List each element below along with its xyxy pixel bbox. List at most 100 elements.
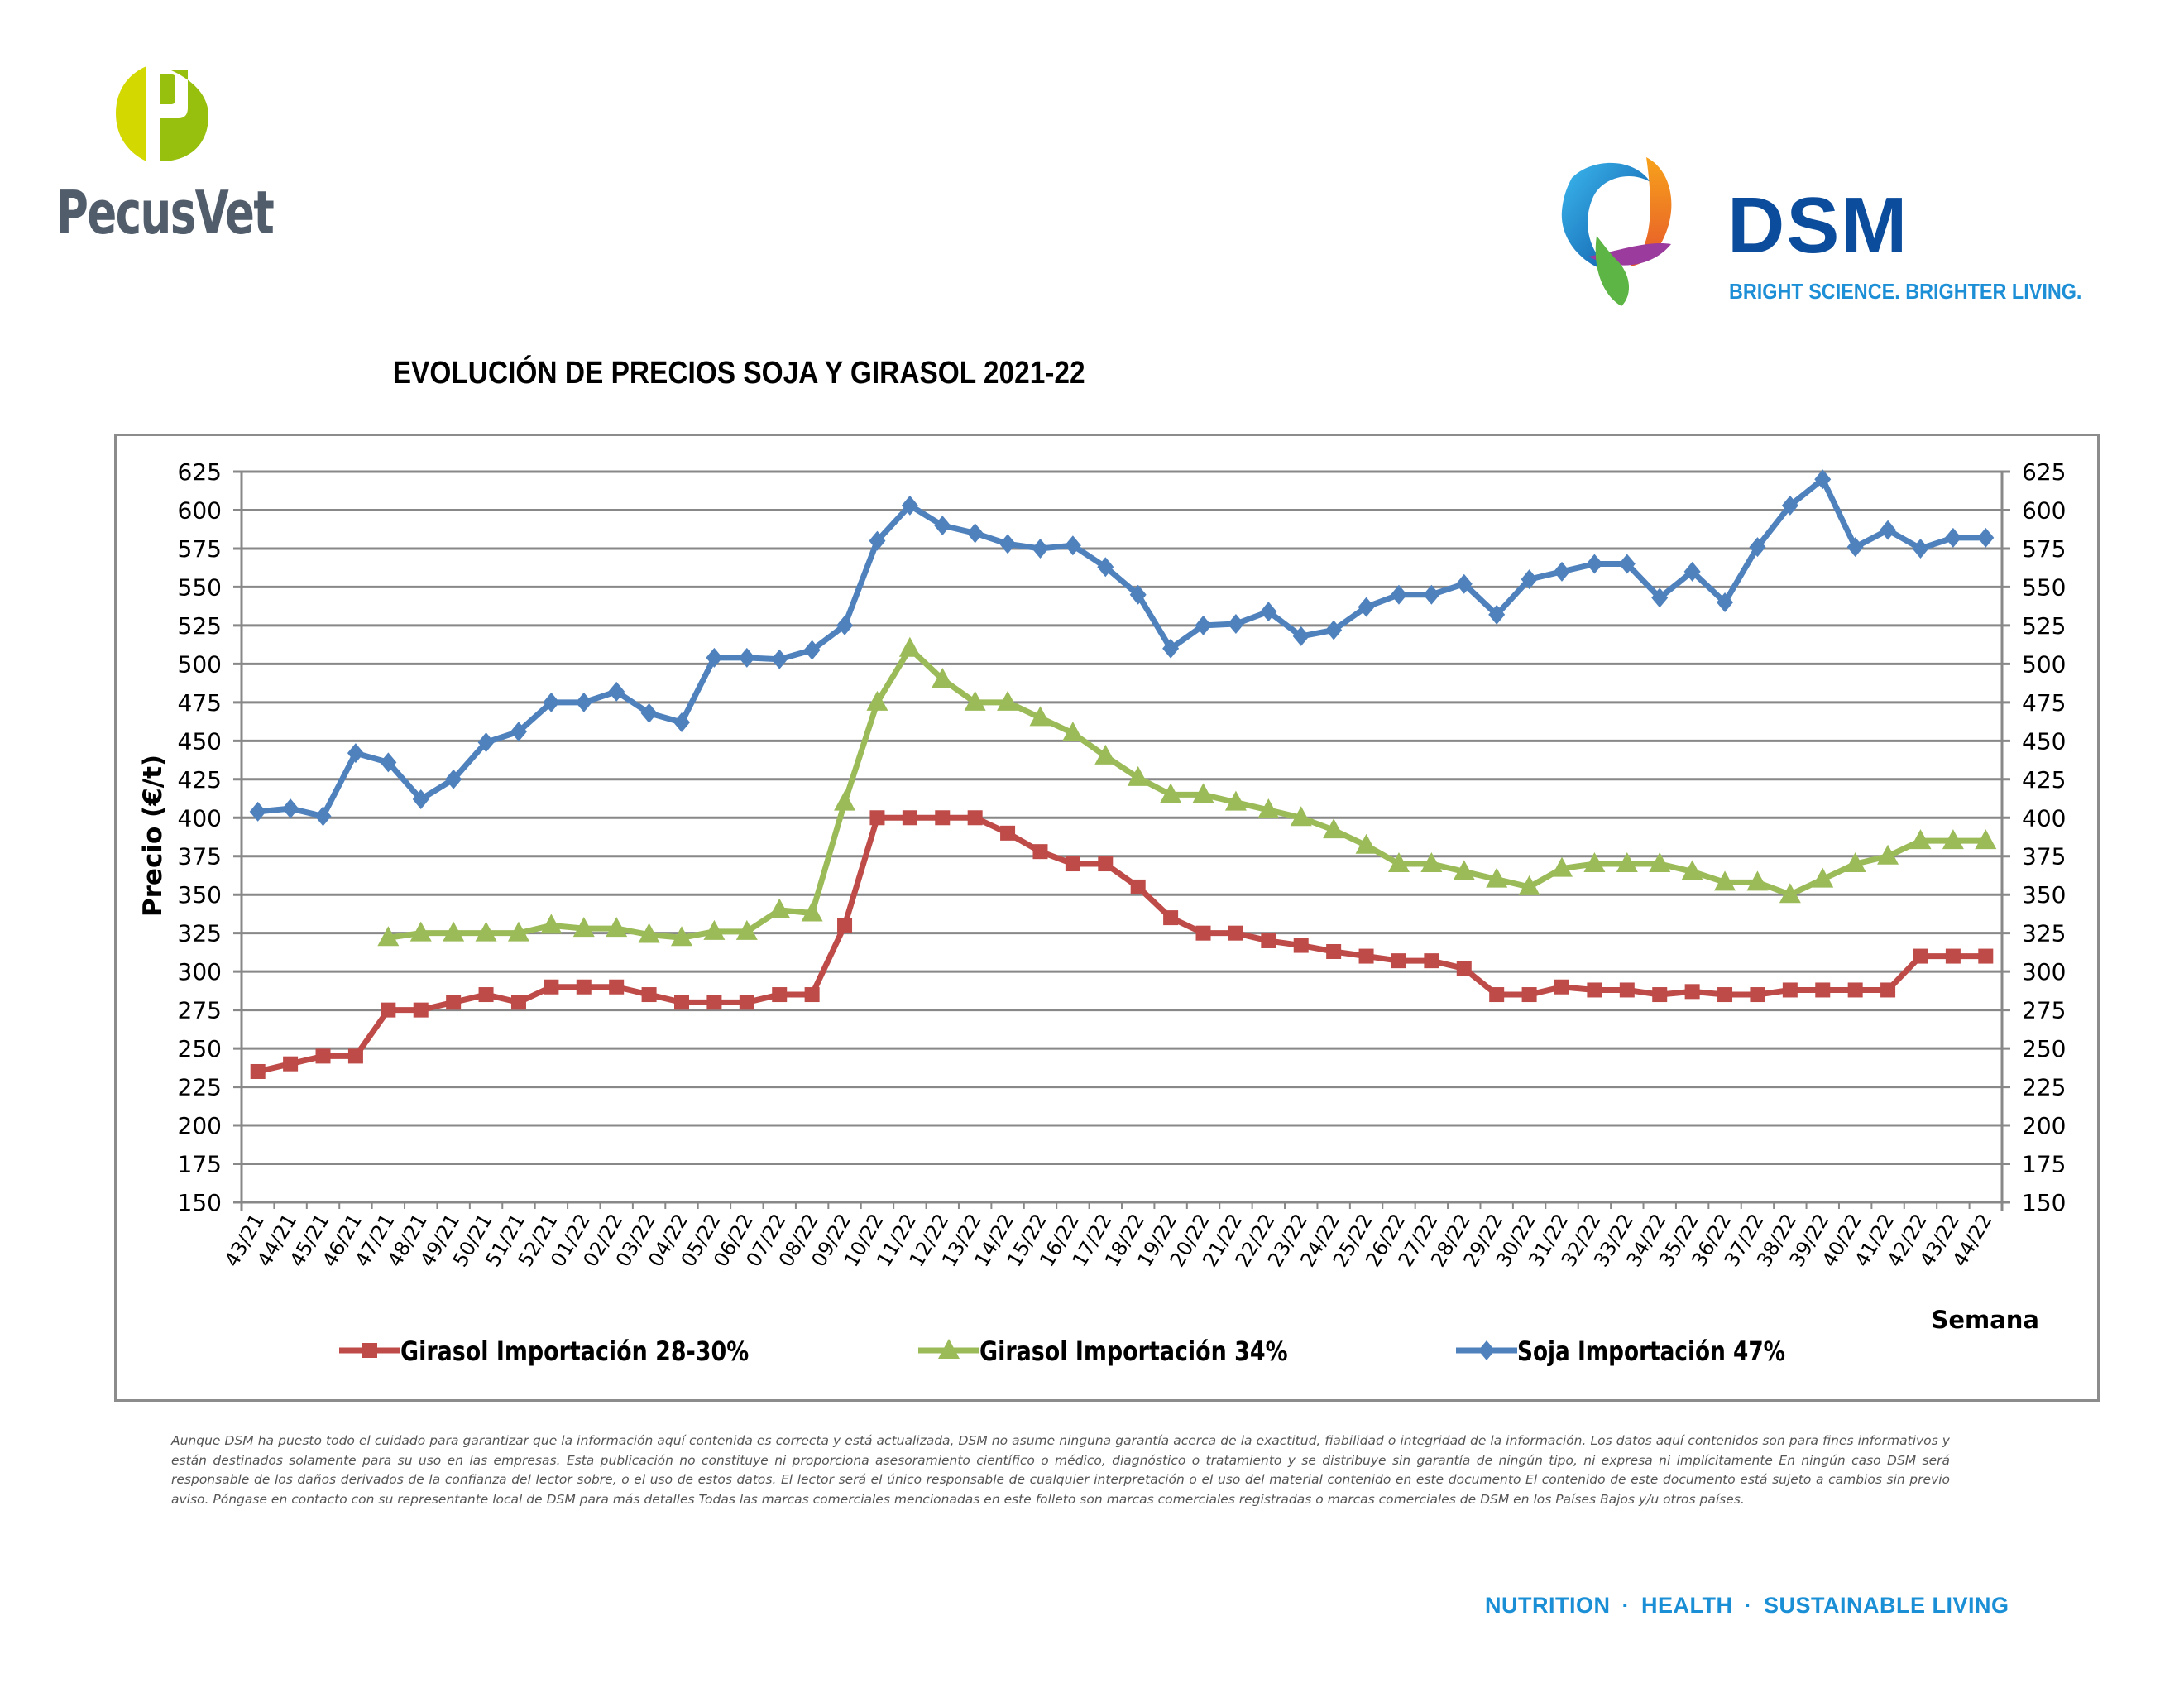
- data-point-square: [739, 995, 754, 1010]
- data-point-square: [902, 810, 917, 826]
- data-point-diamond: [1195, 615, 1212, 635]
- y-tick-label-right: 275: [2022, 997, 2066, 1024]
- data-point-square: [1587, 982, 1602, 998]
- data-point-triangle: [769, 898, 791, 918]
- pecusvet-logo: PecusVet: [50, 62, 298, 252]
- data-point-diamond: [869, 530, 886, 551]
- y-tick-label-right: 575: [2022, 535, 2066, 563]
- data-point-square: [1945, 948, 1961, 964]
- data-point-square: [1261, 933, 1276, 948]
- chart-frame: [114, 434, 2100, 1402]
- footer-tagline-health: HEALTH: [1640, 1593, 1733, 1618]
- data-point-square: [967, 810, 983, 826]
- data-point-triangle: [1486, 867, 1508, 888]
- x-axis-title: Semana: [1931, 1306, 2039, 1334]
- data-point-square: [478, 987, 494, 1003]
- data-point-triangle: [671, 926, 692, 947]
- data-point-square: [1456, 961, 1472, 976]
- data-point-square: [1652, 987, 1668, 1003]
- data-point-triangle: [1453, 860, 1475, 880]
- y-tick-label-left: 150: [178, 1189, 222, 1216]
- data-point-triangle: [1844, 852, 1866, 873]
- y-tick-label-right: 300: [2022, 958, 2066, 985]
- data-point-triangle: [703, 919, 726, 940]
- data-point-triangle: [540, 914, 563, 934]
- data-point-diamond: [1390, 584, 1407, 605]
- y-tick-label-right: 375: [2022, 843, 2066, 870]
- data-point-triangle: [606, 917, 628, 938]
- data-point-square: [1489, 987, 1505, 1003]
- data-point-diamond: [706, 647, 723, 668]
- data-point-square: [1913, 948, 1928, 964]
- data-point-square: [1065, 856, 1080, 872]
- data-point-diamond: [477, 732, 495, 753]
- y-tick-label-left: 450: [178, 727, 222, 755]
- data-point-diamond: [412, 789, 429, 809]
- data-point-diamond: [445, 769, 462, 789]
- data-point-square: [706, 995, 722, 1010]
- y-tick-label-left: 625: [178, 458, 222, 486]
- data-point-diamond: [1478, 1340, 1495, 1360]
- chart-title: EVOLUCIÓN DE PRECIOS SOJA Y GIRASOL 2021…: [392, 356, 1085, 391]
- data-point-diamond: [1292, 626, 1310, 646]
- data-point-square: [1717, 987, 1733, 1003]
- data-point-square: [869, 810, 885, 826]
- data-point-square: [1521, 987, 1537, 1003]
- legend-item: Girasol Importación 28-30%: [339, 1336, 749, 1367]
- data-point-diamond: [1944, 527, 1961, 548]
- data-point-square: [1847, 982, 1863, 998]
- data-point-triangle: [1649, 852, 1671, 873]
- data-point-diamond: [1521, 569, 1538, 590]
- data-point-triangle: [1616, 852, 1638, 873]
- y-tick-label-left: 375: [178, 843, 222, 870]
- data-point-square: [1163, 910, 1179, 926]
- data-point-triangle: [1714, 870, 1736, 891]
- data-point-triangle: [443, 921, 465, 942]
- data-point-square: [510, 995, 526, 1010]
- data-point-triangle: [1583, 852, 1606, 873]
- data-point-square: [1619, 982, 1635, 998]
- series-0: [250, 810, 1994, 1079]
- data-point-triangle: [1290, 806, 1312, 827]
- y-tick-label-right: 400: [2022, 804, 2066, 832]
- data-point-square: [1032, 844, 1048, 860]
- data-point-triangle: [1942, 829, 1964, 850]
- data-point-diamond: [1912, 538, 1929, 559]
- data-point-diamond: [836, 615, 854, 635]
- series-2: [249, 469, 1995, 827]
- data-point-square: [347, 1048, 363, 1064]
- dsm-swirl-icon: [1561, 157, 1672, 306]
- data-point-diamond: [608, 681, 625, 702]
- data-point-triangle: [801, 901, 823, 922]
- y-tick-label-left: 300: [178, 958, 222, 985]
- data-point-diamond: [282, 798, 299, 819]
- data-point-diamond: [966, 523, 984, 544]
- data-point-diamond: [1032, 538, 1049, 559]
- data-point-triangle: [1812, 867, 1834, 888]
- data-point-triangle: [572, 917, 595, 938]
- data-point-diamond: [1814, 469, 1832, 490]
- data-point-square: [413, 1002, 429, 1018]
- data-point-triangle: [997, 690, 1019, 711]
- data-point-triangle: [638, 923, 660, 943]
- data-point-triangle: [1160, 783, 1182, 803]
- y-tick-label-left: 400: [178, 804, 222, 832]
- data-point-square: [1684, 984, 1700, 1000]
- data-point-diamond: [1423, 584, 1440, 605]
- legend-label: Girasol Importación 34%: [979, 1336, 1288, 1367]
- data-point-square: [446, 995, 462, 1010]
- dsm-wordmark: DSM: [1727, 181, 1909, 270]
- y-tick-label-left: 175: [178, 1151, 222, 1178]
- y-tick-label-right: 450: [2022, 727, 2066, 755]
- y-tick-label-left: 425: [178, 766, 222, 794]
- data-point-diamond: [1717, 592, 1734, 613]
- data-point-diamond: [1651, 587, 1669, 608]
- data-point-diamond: [347, 743, 364, 764]
- y-tick-label-right: 150: [2022, 1189, 2066, 1216]
- y-tick-label-right: 325: [2022, 920, 2066, 947]
- data-point-diamond: [1880, 520, 1897, 540]
- y-tick-label-left: 575: [178, 535, 222, 563]
- data-point-triangle: [1355, 833, 1377, 854]
- data-point-square: [1358, 948, 1374, 964]
